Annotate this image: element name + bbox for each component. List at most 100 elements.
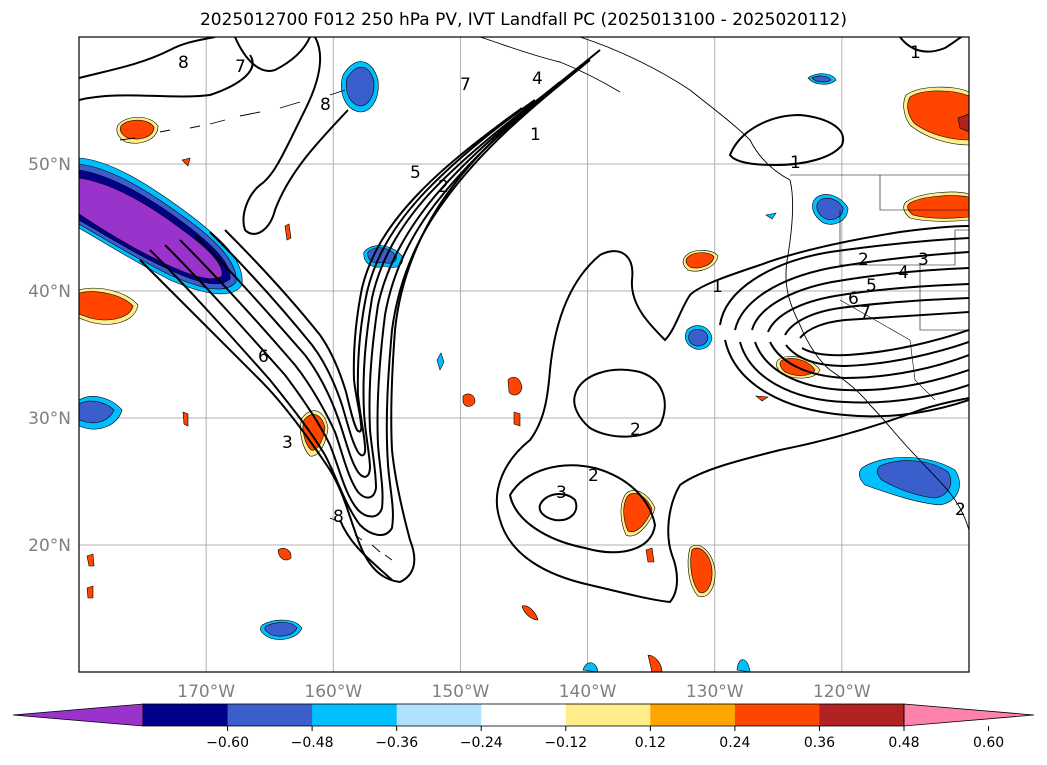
- colorbar-tick-label: 0.24: [719, 735, 750, 751]
- pv-negative-region: [765, 212, 777, 220]
- pv-positive-region: [513, 411, 521, 427]
- colorbar-tick-label: −0.48: [291, 735, 334, 751]
- pv-positive-region: [86, 553, 95, 567]
- latitude-label: 40°N: [28, 282, 71, 302]
- longitude-label: 150°W: [432, 682, 490, 702]
- contour-label: 8: [333, 507, 344, 527]
- colorbar-segment: [481, 704, 567, 726]
- contour-line: [719, 237, 969, 326]
- pv-positive-region: [462, 393, 476, 407]
- pv-positive-region: [86, 585, 94, 599]
- latitude-label: 50°N: [28, 155, 71, 175]
- contour-line: [734, 251, 969, 404]
- colorbar-extend-low: [12, 703, 144, 727]
- pv-positive-region: [645, 547, 655, 563]
- contour-labels: 8 7 8 7 4 1 5 2 6 3 8 2 2 3 1 1 2 3 4 5 …: [178, 43, 966, 527]
- colorbar-tick-label: −0.60: [206, 735, 249, 751]
- pv-negative-region: [688, 329, 709, 347]
- coastlines: [119, 37, 969, 561]
- longitude-label: 170°W: [177, 682, 235, 702]
- contour-label: 1: [530, 125, 541, 145]
- contour-label: 7: [460, 75, 471, 95]
- colorbar-outline: [142, 703, 905, 727]
- colorbar-tick-label: 0.48: [888, 735, 919, 751]
- contour-line: [164, 71, 576, 518]
- north-america-coastline: [579, 37, 969, 531]
- latitude-label: 30°N: [28, 409, 71, 429]
- colorbar-tick-label: −0.36: [375, 735, 418, 751]
- colorbar-segment: [565, 704, 651, 726]
- contour-line: [499, 397, 969, 604]
- contour-label: 6: [848, 289, 859, 309]
- pv-negative-region: [876, 460, 952, 499]
- contour-label: 3: [282, 433, 293, 453]
- latitude-labels: 50°N 40°N 30°N 20°N: [28, 155, 71, 556]
- contour-line: [799, 311, 969, 357]
- contour-line: [784, 297, 969, 368]
- pv-positive-region: [521, 605, 539, 621]
- contour-label: 1: [790, 153, 801, 173]
- pv-negative-region: [811, 75, 832, 83]
- longitude-labels: 170°W 160°W 150°W 140°W 130°W 120°W: [177, 682, 871, 702]
- colorbar-segment: [227, 704, 313, 726]
- ivt-contours: [79, 37, 969, 604]
- longitude-label: 130°W: [686, 682, 744, 702]
- latitude-label: 20°N: [28, 536, 71, 556]
- pv-positive-region: [690, 547, 713, 594]
- longitude-label: 160°W: [304, 682, 362, 702]
- pv-positive-region: [284, 223, 292, 241]
- contour-line: [728, 113, 845, 167]
- colorbar-segment: [396, 704, 482, 726]
- contour-label: 3: [918, 250, 929, 270]
- contour-label: 1: [910, 43, 921, 63]
- contour-line: [224, 107, 523, 433]
- contour-line: [573, 368, 666, 438]
- pv-negative-region: [436, 352, 445, 371]
- colorbar-tick-label: 0.12: [635, 735, 666, 751]
- contour-label: 4: [532, 69, 543, 89]
- contour-line: [149, 59, 591, 536]
- pv-negative-region-west: [79, 177, 223, 279]
- longitude-label: 140°W: [559, 682, 617, 702]
- colorbar-segment: [734, 704, 820, 726]
- pv-positive-region: [181, 157, 191, 167]
- contour-line: [242, 37, 349, 235]
- alaska-coast: [479, 37, 621, 93]
- contour-label: 7: [235, 57, 246, 77]
- colorbar-segment: [312, 704, 398, 726]
- contour-label: 6: [258, 347, 269, 367]
- pv-positive-region: [507, 376, 523, 396]
- pv-positive-region: [907, 195, 969, 219]
- contour-line: [209, 99, 536, 457]
- pv-negative-region: [264, 622, 298, 637]
- contour-line: [724, 339, 969, 418]
- colorbar-extend-high: [903, 703, 1035, 727]
- contour-label: 5: [410, 163, 421, 183]
- pv-positive-region: [277, 548, 292, 561]
- pv-positive-anomalies: [79, 86, 969, 672]
- contour-label: 5: [866, 276, 877, 296]
- inland-border: [790, 174, 969, 401]
- contour-label: 3: [556, 483, 567, 503]
- contour-label: 2: [858, 250, 869, 270]
- colorbar-tick-label: −0.12: [544, 735, 587, 751]
- pv-positive-region: [647, 654, 663, 672]
- pv-positive-region: [79, 291, 134, 321]
- contour-line: [179, 81, 561, 499]
- colorbar-tick-label: 0.60: [973, 735, 1004, 751]
- contour-label: 2: [588, 466, 599, 486]
- colorbar-segment: [650, 704, 736, 726]
- colorbar-tick-label: −0.24: [460, 735, 503, 751]
- colorbar-tick-label: 0.36: [804, 735, 835, 751]
- hawaiian-islands: [329, 517, 393, 561]
- contour-label: 4: [898, 263, 909, 283]
- contour-line: [899, 37, 963, 53]
- contour-line: [339, 519, 393, 581]
- aleutian-islands: [119, 89, 346, 141]
- contour-label: 7: [860, 303, 871, 323]
- contour-line: [234, 37, 311, 72]
- contour-label: 8: [178, 53, 189, 73]
- contour-line: [495, 225, 969, 521]
- contour-line: [767, 283, 969, 380]
